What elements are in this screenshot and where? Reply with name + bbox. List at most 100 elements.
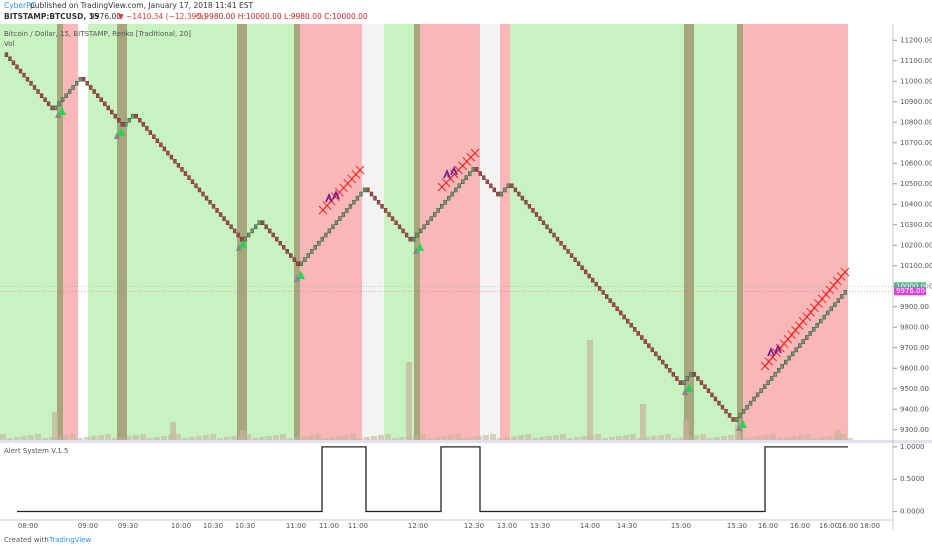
renko-brick [222,216,226,221]
buy-arrow-shadow [413,247,419,254]
x-tick-label: 09:30 [118,522,138,530]
renko-brick [397,224,402,230]
renko-brick [626,318,630,324]
renko-brick [689,372,693,377]
volume-bar [679,437,685,440]
renko-brick [489,183,493,189]
renko-brick [559,240,563,246]
volume-bar [196,436,202,440]
volume-bar [483,435,489,440]
signal-cross [764,357,774,366]
renko-brick [289,253,293,258]
volume-bar [154,437,160,440]
renko-brick [485,179,489,184]
volume-bar [476,436,482,440]
renko-brick [194,183,198,189]
y-tick-label: 9900.00 [900,303,929,311]
renko-brick [138,117,142,123]
renko-brick [303,257,307,262]
renko-brick [43,97,47,102]
renko-brick [840,294,844,299]
state-band [63,24,78,440]
renko-brick [777,368,781,373]
volume-bar [217,438,223,440]
signal-cross [791,325,800,335]
renko-brick [331,224,335,230]
volume-bar [245,434,251,440]
volume-bar [847,438,853,440]
x-tick-label: 16:00 [790,522,810,530]
volume-bar [770,434,776,440]
volume-bar [714,437,720,440]
renko-brick [615,306,619,312]
renko-brick [32,85,37,90]
buy-arrow [239,240,247,248]
renko-brick [836,298,840,303]
volume-bar [427,438,433,440]
x-tick-label: 10:30 [203,522,223,530]
renko-brick [713,396,718,402]
renko-brick [843,290,848,295]
renko-brick [692,372,697,377]
renko-brick [654,351,658,357]
volume-bar [175,434,181,440]
publisher[interactable]: CyberPC [4,1,36,10]
renko-brick [299,261,303,266]
renko-brick [503,187,507,193]
volume-bar [21,436,27,440]
renko-brick [373,195,377,201]
volume-bar [784,437,790,440]
renko-brick [780,363,784,369]
renko-brick [468,171,472,176]
volume-bar [756,436,762,440]
x-tick-label: 15:30 [727,522,747,530]
renko-brick [117,117,121,123]
y-tick-label: 10200.00 [900,241,932,249]
renko-brick [169,154,174,160]
renko-brick [496,191,500,197]
price-label-bg [894,282,926,291]
volume-bar [640,404,646,440]
y-tick-label: 0.0000 [900,508,925,516]
signal-cross [783,334,793,344]
x-tick-label: 15:00 [671,522,691,530]
signal-cross [470,148,480,158]
renko-brick [215,208,219,213]
renko-brick [278,240,282,246]
renko-brick [576,261,581,266]
footer-brand[interactable]: TradingView [48,536,92,544]
renko-brick [229,224,233,230]
volume-bar [581,436,587,440]
renko-brick [39,93,44,98]
renko-brick [766,380,770,385]
volume-bar [182,438,188,440]
renko-brick [173,158,177,164]
renko-brick [225,220,230,225]
renko-brick [190,179,195,184]
signal-cross [355,165,365,175]
volume-bar [238,435,244,440]
renko-brick [664,363,668,369]
renko-brick [587,273,591,279]
buy-arrow [58,107,66,115]
volume-bar [378,435,384,440]
volume-bar [406,436,412,440]
volume-bar [819,437,825,440]
state-band [414,24,420,440]
renko-brick [408,236,412,242]
renko-brick [464,175,468,180]
state-band [737,24,743,440]
signal-cross [779,339,789,348]
renko-brick [232,228,237,234]
symbol: BITSTAMP:BTCUSD, 15 [4,12,99,21]
volume-bar [119,437,125,440]
state-band [0,24,57,440]
volume-bar [658,435,664,440]
x-tick-label: 11:00 [319,522,339,530]
y-tick-label: 11100.00 [900,57,932,65]
volume-bar [287,438,293,440]
volume-bar [133,435,139,440]
renko-brick [271,232,275,238]
purple-arrows [443,165,458,179]
renko-brick [180,167,184,172]
